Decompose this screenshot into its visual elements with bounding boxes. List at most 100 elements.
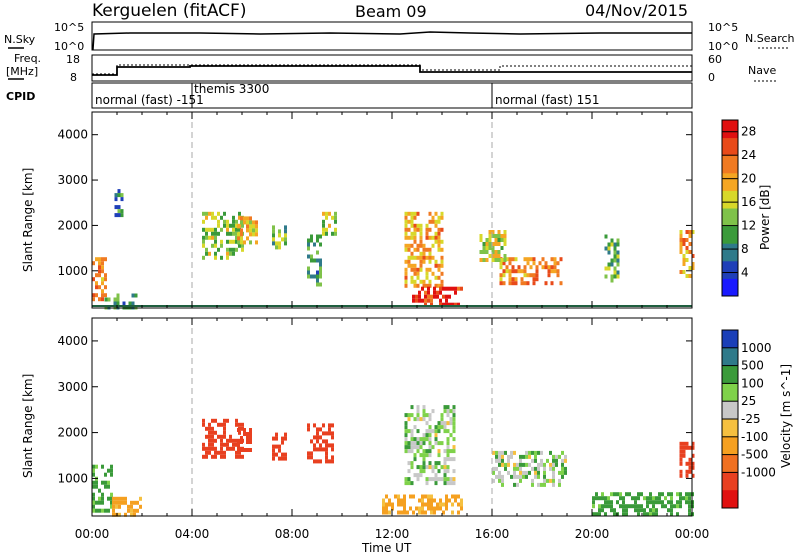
data-cell — [613, 250, 617, 255]
data-cell — [92, 492, 95, 497]
cbar-tick-label: -1000 — [741, 465, 776, 479]
data-cell — [440, 465, 444, 470]
nsky-label: N.Sky — [4, 33, 36, 46]
data-cell — [526, 261, 530, 266]
data-cell — [491, 258, 495, 262]
data-cell — [98, 508, 101, 513]
y-tick-label: 4000 — [57, 128, 88, 142]
data-cell — [407, 219, 411, 224]
data-cell — [322, 439, 325, 444]
data-cell — [397, 502, 400, 507]
data-cell — [428, 247, 432, 252]
data-cell — [232, 438, 235, 443]
data-cell — [670, 504, 673, 509]
data-cell — [217, 219, 220, 224]
data-cell — [682, 445, 686, 450]
y-tick-label: 3000 — [57, 380, 88, 394]
data-cell — [607, 262, 611, 267]
data-cell — [437, 425, 441, 430]
data-cell — [508, 281, 512, 286]
data-cell — [391, 506, 394, 511]
data-cell — [503, 242, 507, 246]
data-cell — [682, 441, 686, 446]
data-cell — [104, 508, 107, 513]
data-cell — [112, 500, 115, 505]
data-cell — [497, 234, 501, 238]
data-cell — [328, 423, 331, 428]
data-cell — [205, 247, 208, 252]
data-cell — [240, 440, 243, 444]
data-cell — [101, 257, 104, 262]
data-cell — [223, 434, 226, 439]
data-cell — [404, 441, 408, 446]
data-cell — [385, 502, 388, 507]
data-cell — [115, 500, 118, 505]
data-cell — [313, 443, 316, 448]
data-cell — [205, 215, 208, 220]
data-cell — [428, 413, 432, 418]
data-cell — [202, 227, 205, 232]
data-cell — [205, 434, 208, 439]
data-cell — [249, 436, 252, 440]
data-cell — [561, 462, 564, 467]
data-cell — [616, 492, 619, 497]
x-tick-label: 00:00 — [675, 527, 710, 541]
data-cell — [613, 270, 617, 275]
data-cell — [237, 232, 240, 237]
data-cell — [214, 235, 217, 240]
data-cell — [494, 258, 498, 262]
data-cell — [328, 427, 331, 432]
data-cell — [416, 227, 420, 232]
data-cell — [537, 462, 540, 467]
data-cell — [278, 229, 281, 234]
data-cell — [543, 470, 546, 475]
data-cell — [101, 508, 104, 513]
data-cell — [649, 496, 652, 501]
data-cell — [422, 433, 426, 438]
data-cell — [92, 480, 95, 485]
data-cell — [235, 219, 238, 224]
data-cell — [482, 246, 486, 250]
data-cell — [334, 215, 337, 220]
data-cell — [439, 298, 442, 303]
data-cell — [440, 441, 444, 446]
data-cell — [491, 246, 495, 250]
data-cell — [592, 512, 595, 517]
data-cell — [428, 219, 432, 224]
data-cell — [416, 223, 420, 228]
data-cell — [497, 258, 501, 262]
data-cell — [443, 405, 447, 410]
data-cell — [452, 413, 456, 418]
data-cell — [452, 457, 456, 462]
data-cell — [421, 498, 424, 503]
data-cell — [404, 227, 408, 232]
data-cell — [328, 459, 331, 464]
data-cell — [604, 266, 608, 271]
data-cell — [246, 436, 249, 440]
data-cell — [104, 285, 107, 290]
data-cell — [440, 211, 444, 216]
data-cell — [413, 437, 417, 442]
data-cell — [607, 266, 611, 271]
data-cell — [640, 508, 643, 513]
data-cell — [670, 512, 673, 517]
data-cell — [676, 492, 679, 497]
data-cell — [237, 428, 240, 432]
data-cell — [272, 241, 275, 246]
data-cell — [691, 441, 695, 446]
data-cell — [679, 230, 683, 234]
data-cell — [418, 294, 421, 299]
data-cell — [325, 439, 328, 444]
data-cell — [211, 215, 214, 220]
data-cell — [112, 512, 115, 517]
data-cell — [214, 243, 217, 248]
data-cell — [422, 259, 426, 264]
data-cell — [513, 482, 516, 487]
data-cell — [113, 301, 117, 306]
data-cell — [416, 477, 420, 482]
data-cell — [331, 423, 334, 428]
data-cell — [679, 242, 683, 246]
data-cell — [407, 259, 411, 264]
data-cell — [691, 254, 695, 258]
data-cell — [497, 238, 501, 242]
